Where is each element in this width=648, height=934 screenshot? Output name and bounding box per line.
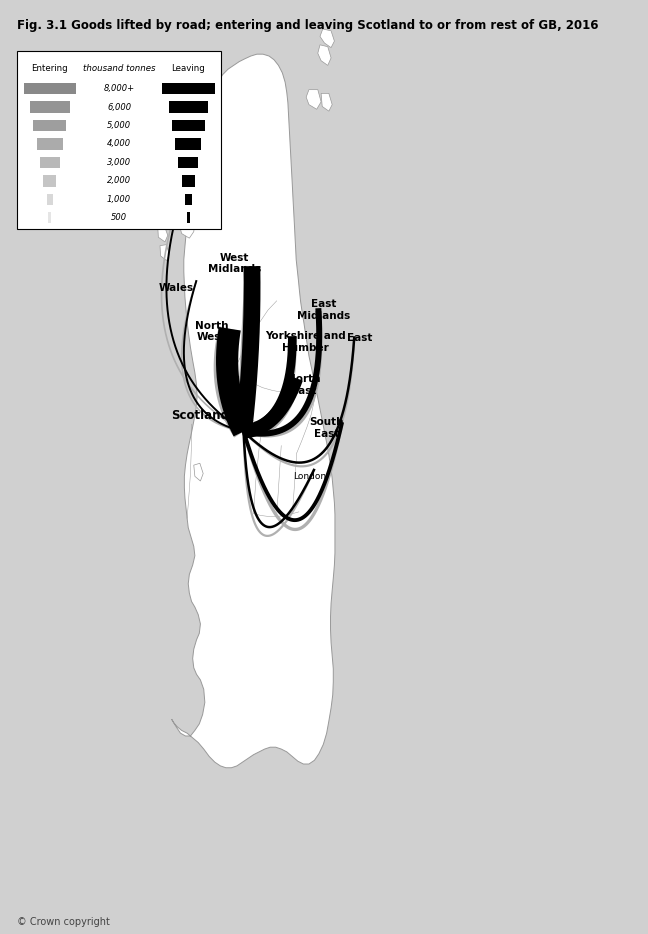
- Polygon shape: [321, 93, 332, 111]
- Polygon shape: [172, 54, 335, 768]
- Polygon shape: [159, 161, 172, 182]
- Bar: [185, 193, 192, 205]
- Polygon shape: [320, 29, 334, 48]
- Text: 1,000: 1,000: [107, 195, 131, 204]
- Text: South
East: South East: [309, 417, 344, 439]
- Text: © Crown copyright: © Crown copyright: [17, 916, 110, 927]
- Polygon shape: [157, 226, 168, 242]
- Text: Leaving: Leaving: [171, 64, 205, 73]
- Text: Entering: Entering: [32, 64, 68, 73]
- Text: Wales: Wales: [159, 283, 194, 292]
- Bar: [168, 102, 208, 113]
- Bar: [172, 120, 205, 131]
- Text: London: London: [294, 472, 327, 481]
- Text: 6,000: 6,000: [107, 103, 131, 111]
- Polygon shape: [318, 45, 331, 65]
- Text: South
West: South West: [154, 152, 189, 175]
- Bar: [30, 102, 69, 113]
- Bar: [37, 138, 63, 149]
- Polygon shape: [157, 205, 168, 222]
- Bar: [34, 120, 66, 131]
- Polygon shape: [306, 90, 321, 109]
- Text: Yorkshire and
Humber: Yorkshire and Humber: [264, 331, 345, 353]
- Bar: [40, 157, 60, 168]
- Text: 500: 500: [111, 213, 127, 222]
- Bar: [187, 212, 190, 223]
- Bar: [162, 83, 214, 94]
- Text: 3,000: 3,000: [107, 158, 131, 167]
- Bar: [48, 212, 51, 223]
- Bar: [178, 157, 198, 168]
- Text: East: East: [347, 333, 373, 343]
- Text: 4,000: 4,000: [107, 139, 131, 149]
- Text: North
West: North West: [195, 320, 228, 343]
- Text: East
Midlands: East Midlands: [297, 299, 350, 321]
- Bar: [175, 138, 202, 149]
- Text: North
East: North East: [286, 374, 320, 396]
- Text: Fig. 3.1 Goods lifted by road; entering and leaving Scotland to or from rest of : Fig. 3.1 Goods lifted by road; entering …: [17, 19, 598, 32]
- Polygon shape: [179, 211, 195, 238]
- Polygon shape: [158, 184, 169, 203]
- Text: 2,000: 2,000: [107, 177, 131, 185]
- Bar: [23, 83, 76, 94]
- Polygon shape: [194, 463, 203, 481]
- Bar: [17, 51, 222, 229]
- Text: 8,000+: 8,000+: [104, 84, 135, 93]
- Bar: [43, 176, 56, 187]
- Bar: [47, 193, 53, 205]
- Polygon shape: [160, 245, 169, 261]
- Text: thousand tonnes: thousand tonnes: [83, 64, 156, 73]
- Text: West
Midlands: West Midlands: [208, 252, 261, 275]
- Text: Scotland: Scotland: [172, 409, 229, 422]
- Text: 5,000: 5,000: [107, 121, 131, 130]
- Bar: [181, 176, 195, 187]
